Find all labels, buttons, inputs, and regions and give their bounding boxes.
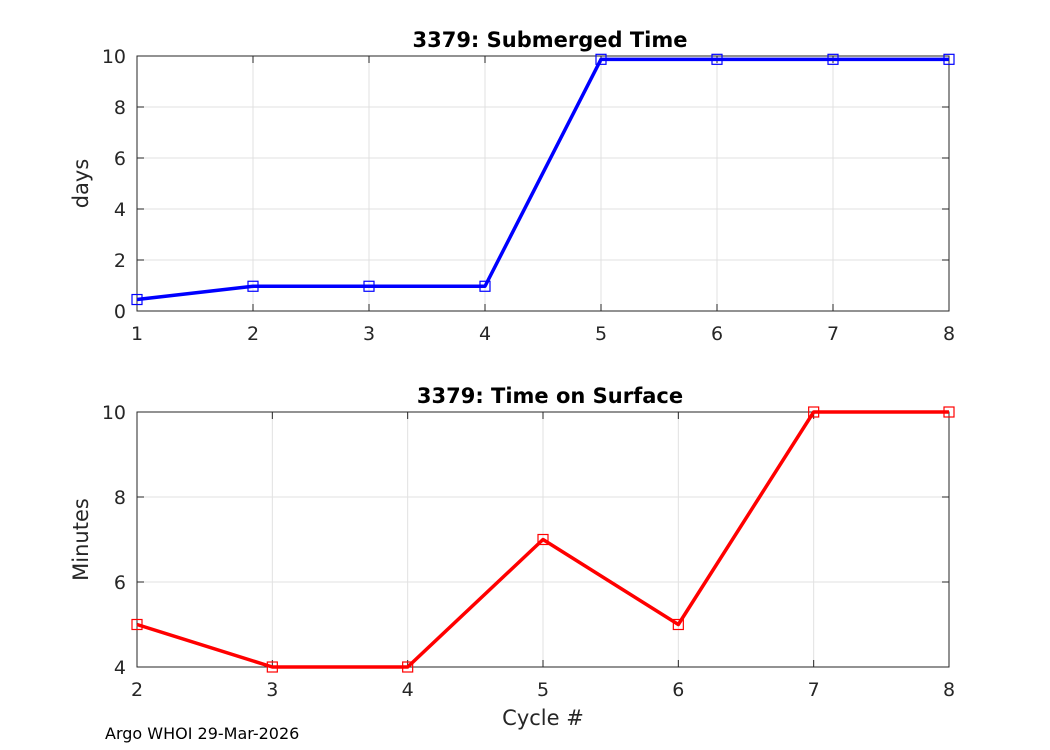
footer-credit: Argo WHOI 29-Mar-2026 [105, 724, 300, 743]
y-tick-label: 4 [114, 657, 126, 679]
x-tick-label: 3 [363, 323, 375, 345]
x-tick-label: 1 [131, 323, 143, 345]
plot-area [137, 56, 949, 311]
y-tick-label: 0 [114, 301, 126, 323]
data-point-marker [247, 280, 259, 292]
x-tick-label: 6 [672, 679, 684, 701]
x-tick-label: 4 [402, 679, 414, 701]
y-tick-label: 6 [114, 572, 126, 594]
y-tick-label: 4 [114, 199, 126, 221]
x-tick-label: 2 [247, 323, 259, 345]
x-tick-label: 7 [827, 323, 839, 345]
data-point-marker [479, 280, 491, 292]
x-tick-label: 8 [943, 679, 955, 701]
y-tick-label: 10 [102, 402, 126, 424]
chart-title: 3379: Submerged Time [412, 28, 687, 52]
y-tick-label: 2 [114, 250, 126, 272]
data-point-marker [363, 280, 375, 292]
data-point-marker [672, 618, 684, 631]
data-point-marker [595, 53, 607, 65]
chart-title: 3379: Time on Surface [417, 384, 683, 408]
data-point-marker [131, 618, 143, 631]
data-point-marker [402, 661, 414, 673]
x-tick-label: 8 [943, 323, 955, 345]
x-tick-label: 7 [808, 679, 820, 701]
data-point-marker [537, 533, 549, 546]
data-point-marker [943, 406, 955, 418]
series-line [136, 57, 949, 302]
data-point-marker [131, 293, 143, 306]
x-axis-label: Cycle # [502, 706, 584, 730]
data-point-marker [943, 53, 955, 65]
y-axis-label: days [69, 159, 93, 209]
chart-1: 1 2 3 4 5 6 7 8 0 2 4 6 8 10 3379: Submerged Time days [69, 28, 955, 345]
x-tick-label: 6 [711, 323, 723, 345]
x-tick-label: 5 [537, 679, 549, 701]
x-tick-label: 2 [131, 679, 143, 701]
data-point-marker [266, 661, 278, 673]
y-tick-label: 10 [102, 46, 126, 68]
x-tick-label: 4 [479, 323, 491, 345]
y-tick-label: 6 [114, 148, 126, 170]
y-tick-label: 8 [114, 97, 126, 119]
data-point-marker [711, 53, 723, 65]
y-tick-label: 8 [114, 487, 126, 509]
data-point-marker [808, 406, 820, 418]
y-axis-label: Minutes [69, 498, 93, 581]
x-tick-label: 5 [595, 323, 607, 345]
x-tick-label: 3 [266, 679, 278, 701]
chart-2: 2 3 4 5 6 7 8 4 6 8 10 3379: Time on Surface Minutes… [69, 384, 955, 730]
data-point-marker [827, 53, 839, 65]
series-line [136, 410, 949, 669]
axes-box [136, 55, 950, 312]
